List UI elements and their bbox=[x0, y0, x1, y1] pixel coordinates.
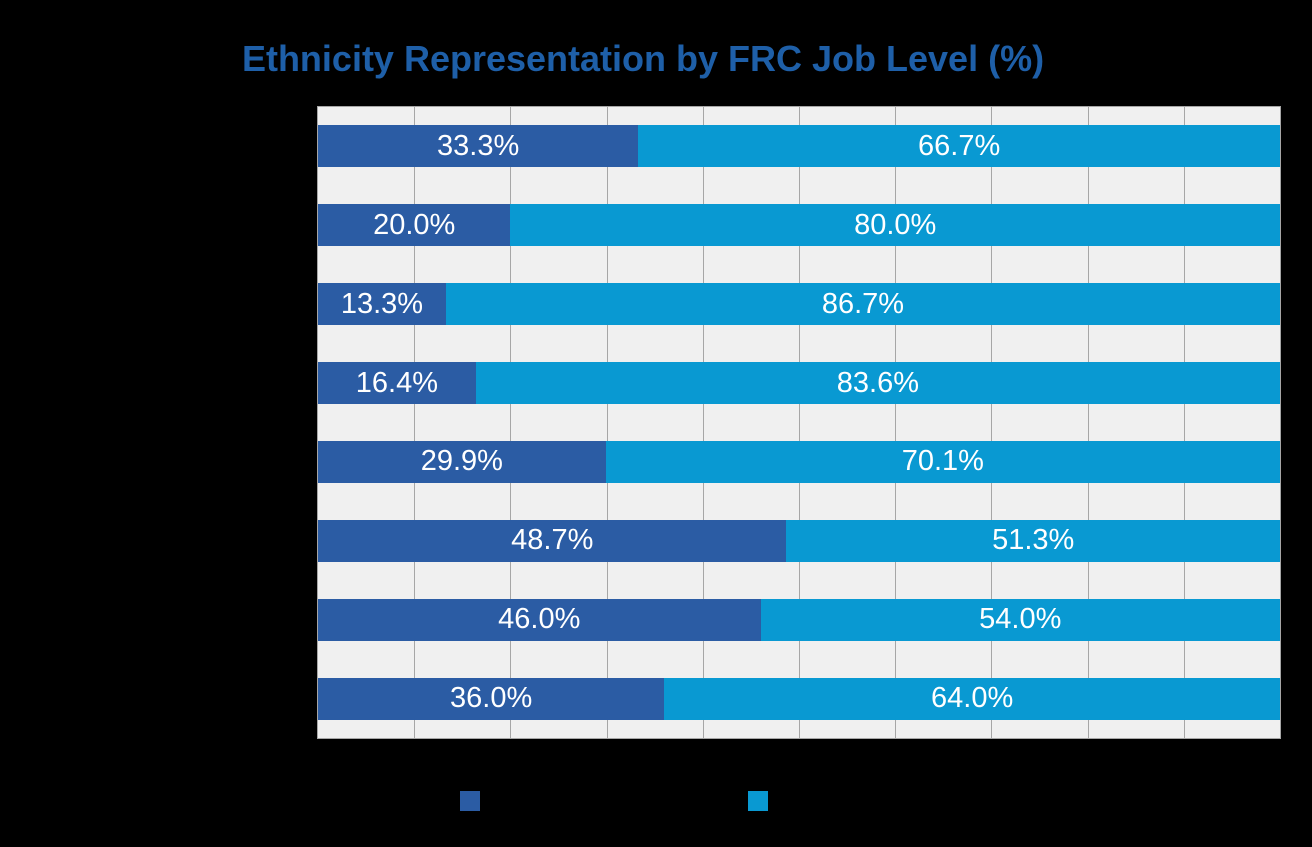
light-blue-segment: 83.6% bbox=[475, 362, 1280, 405]
bar-row: 29.9% 70.1% bbox=[318, 423, 1280, 502]
gridline bbox=[1183, 107, 1185, 738]
dark-blue-segment: 16.4% bbox=[318, 362, 476, 405]
stacked-bar: 29.9% 70.1% bbox=[318, 440, 1280, 483]
gridline bbox=[799, 107, 800, 738]
dark-blue-segment: 46.0% bbox=[318, 598, 761, 641]
bar-row: 46.0% 54.0% bbox=[318, 580, 1280, 659]
dark-blue-segment: 20.0% bbox=[318, 204, 511, 247]
light-blue-segment: 51.3% bbox=[786, 519, 1280, 562]
light-blue-segment: 80.0% bbox=[510, 204, 1280, 247]
stacked-bar: 13.3% 86.7% bbox=[318, 283, 1280, 326]
light-blue-segment: 64.0% bbox=[664, 677, 1280, 720]
light-blue-segment: 70.1% bbox=[605, 440, 1280, 483]
chart-title: Ethnicity Representation by FRC Job Leve… bbox=[241, 38, 1045, 79]
data-label: 29.9% bbox=[420, 445, 503, 478]
data-label: 13.3% bbox=[340, 287, 424, 320]
data-label: 83.6% bbox=[836, 366, 919, 399]
gridlines bbox=[318, 107, 1280, 738]
gridline bbox=[414, 107, 416, 738]
data-label: 46.0% bbox=[498, 603, 581, 636]
bar-row: 20.0% 80.0% bbox=[318, 186, 1280, 265]
data-label: 20.0% bbox=[373, 208, 456, 241]
data-label: 64.0% bbox=[931, 682, 1014, 715]
data-label: 51.3% bbox=[992, 524, 1075, 557]
light-blue-segment: 86.7% bbox=[445, 283, 1280, 326]
stacked-bar: 48.7% 51.3% bbox=[318, 519, 1280, 562]
gridline bbox=[606, 107, 608, 738]
stacked-bar: 20.0% 80.0% bbox=[318, 204, 1280, 247]
light-blue-segment: 54.0% bbox=[760, 598, 1280, 641]
bar-row: 48.7% 51.3% bbox=[318, 501, 1280, 580]
stacked-bar: 36.0% 64.0% bbox=[318, 677, 1280, 720]
bar-row: 36.0% 64.0% bbox=[318, 659, 1280, 738]
dark-blue-segment: 29.9% bbox=[318, 440, 606, 483]
dark-blue-segment: 33.3% bbox=[318, 125, 639, 168]
data-label: 33.3% bbox=[437, 129, 520, 162]
gridline bbox=[1087, 107, 1089, 738]
data-label: 86.7% bbox=[821, 287, 905, 320]
stacked-bar: 16.4% 83.6% bbox=[318, 362, 1280, 405]
bar-row: 33.3% 66.7% bbox=[318, 107, 1280, 186]
data-label: 54.0% bbox=[979, 603, 1062, 636]
light-blue-segment: 66.7% bbox=[638, 125, 1280, 168]
data-label: 70.1% bbox=[901, 445, 984, 478]
data-label: 36.0% bbox=[450, 682, 533, 715]
dark-blue-segment: 48.7% bbox=[318, 519, 787, 562]
legend-swatch-dark-blue bbox=[460, 791, 480, 811]
legend-swatch-light-blue bbox=[748, 791, 768, 811]
data-label: 80.0% bbox=[854, 208, 937, 241]
gridline bbox=[895, 107, 897, 738]
bar-row: 16.4% 83.6% bbox=[318, 344, 1280, 423]
stacked-bar: 46.0% 54.0% bbox=[318, 598, 1280, 641]
stacked-bar: 33.3% 66.7% bbox=[318, 125, 1280, 168]
data-label: 16.4% bbox=[355, 366, 438, 399]
gridline bbox=[991, 107, 993, 738]
dark-blue-segment: 36.0% bbox=[318, 677, 665, 720]
dark-blue-segment: 13.3% bbox=[318, 283, 446, 326]
gridline bbox=[510, 107, 512, 738]
gridline bbox=[702, 107, 704, 738]
bar-rows: 33.3% 66.7% 20.0% 80.0% 13.3% 86.7% 16.4% 83.6%… bbox=[318, 107, 1280, 738]
data-label: 66.7% bbox=[918, 129, 1001, 162]
bar-row: 13.3% 86.7% bbox=[318, 265, 1280, 344]
plot-area: 33.3% 66.7% 20.0% 80.0% 13.3% 86.7% 16.4% 83.6%… bbox=[317, 106, 1281, 739]
data-label: 48.7% bbox=[511, 524, 594, 557]
